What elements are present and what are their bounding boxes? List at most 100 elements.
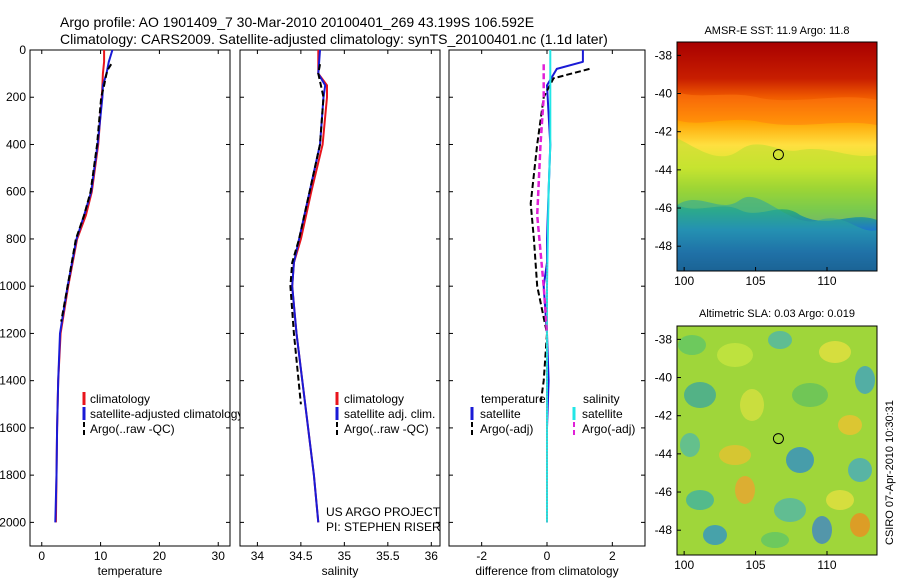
difference-x-axis: -2 0 2	[476, 50, 616, 563]
sla-map-frame	[676, 325, 878, 556]
lat-tick-label: -40	[655, 87, 673, 101]
lat-tick-label: -48	[655, 239, 673, 253]
y-tick-label: 200	[6, 90, 26, 104]
sst-map-axes: -38 -40 -42 -44 -46 -48 100 105 110	[655, 48, 837, 288]
difference-profile-panel: -2 0 2 difference from climatology tempera…	[448, 49, 646, 578]
figure-title-line2: Climatology: CARS2009. Satellite-adjuste…	[60, 31, 608, 47]
difference-series	[529, 50, 590, 523]
legend-label-sal-argo: Argo(-adj)	[582, 422, 635, 436]
lon-tick-label: 110	[817, 274, 836, 288]
project-name: US ARGO PROJECT	[326, 505, 441, 519]
sla-eddy	[680, 433, 700, 457]
salinity-legend: climatology satellite adj. clim. Argo(..…	[335, 392, 435, 436]
project-pi: PI: STEPHEN RISER	[326, 520, 441, 534]
temperature-legend: climatology satellite-adjusted climatolo…	[82, 392, 243, 436]
y-tick-label: 1600	[0, 421, 26, 435]
sst-cool-tongue	[677, 196, 877, 271]
temperature-xlabel: temperature	[98, 564, 163, 578]
depth-axis: 0 200 400 600 800 1000 1200 1400 1600 1800 2000	[0, 43, 230, 529]
sst-map-frame	[676, 41, 878, 272]
legend-label-sal-satellite: satellite	[582, 407, 623, 421]
series-line-argo	[289, 64, 325, 405]
x-tick-label: 35	[338, 549, 352, 563]
series-line-argo	[60, 63, 113, 322]
x-tick-label: 20	[153, 549, 167, 563]
temperature-profile-panel: 0 200 400 600 800 1000 1200 1400 1600 1800 2000 0 1…	[0, 43, 243, 578]
sst-front-band	[677, 138, 877, 221]
y-tick-label: 800	[6, 232, 26, 246]
x-tick-label: 35.5	[376, 549, 400, 563]
salinity-profile-panel: 34 34.5 35 35.5 36 salinity climatology sate…	[239, 49, 441, 578]
lat-tick-label: -46	[655, 201, 673, 215]
y-tick-label: 1000	[0, 279, 26, 293]
sla-eddy	[684, 382, 716, 408]
sla-eddies	[678, 331, 875, 548]
salinity-series	[289, 49, 328, 523]
y-tick-label: 600	[6, 185, 26, 199]
sla-map-panel: Altimetric SLA: 0.03 Argo: 0.019 -38 -40 -…	[655, 308, 878, 572]
y-tick-label: 0	[19, 43, 26, 57]
sla-eddy	[678, 335, 706, 355]
x-tick-label: 2	[609, 549, 616, 563]
series-line-salinity-argo	[535, 64, 549, 334]
sla-eddy	[717, 343, 753, 367]
lat-tick-label: -48	[655, 523, 673, 537]
x-tick-label: -2	[476, 549, 487, 563]
sla-eddy	[855, 366, 875, 394]
lat-tick-label: -46	[655, 485, 673, 499]
difference-xlabel: difference from climatology	[475, 564, 618, 578]
y-tick-label: 1200	[0, 326, 26, 340]
sla-eddy	[850, 513, 870, 537]
x-tick-label: 10	[94, 549, 108, 563]
lon-tick-label: 100	[674, 274, 694, 288]
salinity-depth-ticks	[240, 49, 440, 523]
temperature-x-axis: 0 10 20 30	[38, 50, 225, 563]
sst-map-panel: AMSR-E SST: 11.9 Argo: 11.8 -38 -40 -42 -44…	[655, 25, 878, 288]
sla-base-field	[677, 326, 877, 555]
legend-label-temp-argo: Argo(-adj)	[480, 422, 533, 436]
sst-map-title: AMSR-E SST: 11.9 Argo: 11.8	[704, 25, 849, 37]
lat-tick-label: -38	[655, 332, 673, 346]
x-tick-label: 30	[212, 549, 226, 563]
y-tick-label: 2000	[0, 515, 26, 529]
sla-map-title: Altimetric SLA: 0.03 Argo: 0.019	[699, 308, 855, 320]
lat-tick-label: -44	[655, 447, 673, 461]
csiro-timestamp-label: CSIRO 07-Apr-2010 10:30:31	[884, 400, 896, 545]
difference-depth-ticks	[449, 49, 645, 523]
y-tick-label: 1800	[0, 468, 26, 482]
sla-map-axes: -38 -40 -42 -44 -46 -48 100 105 110	[655, 332, 837, 572]
sla-eddy	[786, 447, 814, 473]
difference-legend: temperature satellite Argo(-adj) salinit…	[470, 392, 635, 436]
x-tick-label: 34	[251, 549, 265, 563]
salinity-xlabel: salinity	[322, 564, 359, 578]
lat-tick-label: -38	[655, 48, 673, 62]
x-tick-label: 34.5	[289, 549, 313, 563]
x-tick-label: 0	[38, 549, 45, 563]
lat-tick-label: -42	[655, 409, 673, 423]
lat-tick-label: -40	[655, 371, 673, 385]
lon-tick-label: 105	[746, 274, 766, 288]
series-line-temperature-argo	[529, 67, 590, 405]
lon-tick-label: 110	[817, 558, 836, 572]
sla-eddy	[838, 415, 862, 435]
sla-heatmap	[677, 326, 877, 555]
temperature-axes-frame	[29, 49, 231, 547]
sla-eddy	[735, 476, 755, 504]
legend-label-temp-satellite: satellite	[480, 407, 521, 421]
legend-label-argo: Argo(..raw -QC)	[90, 422, 175, 436]
legend-label-climatology: climatology	[344, 392, 404, 406]
sla-float-marker	[772, 433, 784, 445]
lat-tick-label: -44	[655, 163, 673, 177]
y-tick-label: 1400	[0, 374, 26, 388]
salinity-x-axis: 34 34.5 35 35.5 36	[251, 50, 438, 563]
legend-label-satellite: satellite-adjusted climatology	[90, 407, 243, 421]
x-tick-label: 0	[544, 549, 551, 563]
lat-tick-label: -42	[655, 125, 673, 139]
sla-eddy	[812, 516, 832, 544]
sla-eddy	[686, 490, 714, 510]
sla-eddy	[768, 331, 792, 349]
lon-tick-label: 105	[746, 558, 766, 572]
sla-eddy	[848, 458, 872, 482]
sla-eddy	[703, 525, 727, 545]
